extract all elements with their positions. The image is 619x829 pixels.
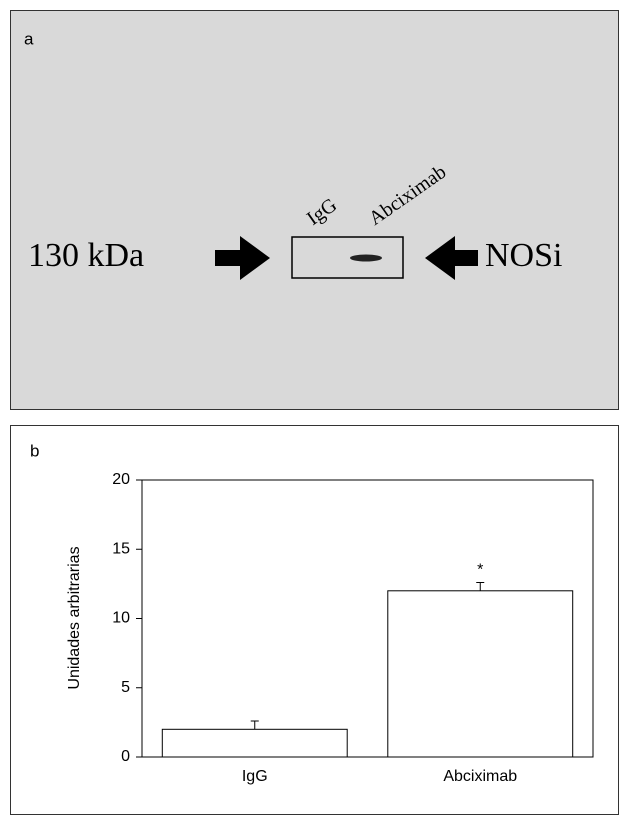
- y-axis-label: Unidades arbitrarias: [66, 546, 83, 689]
- figure: a 130 kDa NOSi IgG Abciximab b Unidades …: [0, 0, 619, 824]
- blot-band: [350, 255, 382, 262]
- bar: [162, 729, 347, 757]
- y-tick-label: 20: [112, 471, 130, 488]
- protein-label: NOSi: [485, 237, 562, 274]
- x-tick-label: Abciximab: [443, 768, 517, 785]
- y-tick-label: 5: [121, 679, 130, 696]
- panel-label: b: [30, 441, 39, 460]
- y-tick-label: 10: [112, 610, 130, 627]
- x-tick-label: IgG: [242, 768, 268, 785]
- page: a 130 kDa NOSi IgG Abciximab b Unidades …: [0, 0, 619, 829]
- size-label: 130 kDa: [28, 237, 144, 274]
- bar: [388, 591, 573, 757]
- panel-label: a: [24, 29, 34, 48]
- significance-mark: *: [477, 562, 483, 579]
- y-tick-label: 15: [112, 540, 130, 557]
- y-tick-label: 0: [121, 748, 130, 765]
